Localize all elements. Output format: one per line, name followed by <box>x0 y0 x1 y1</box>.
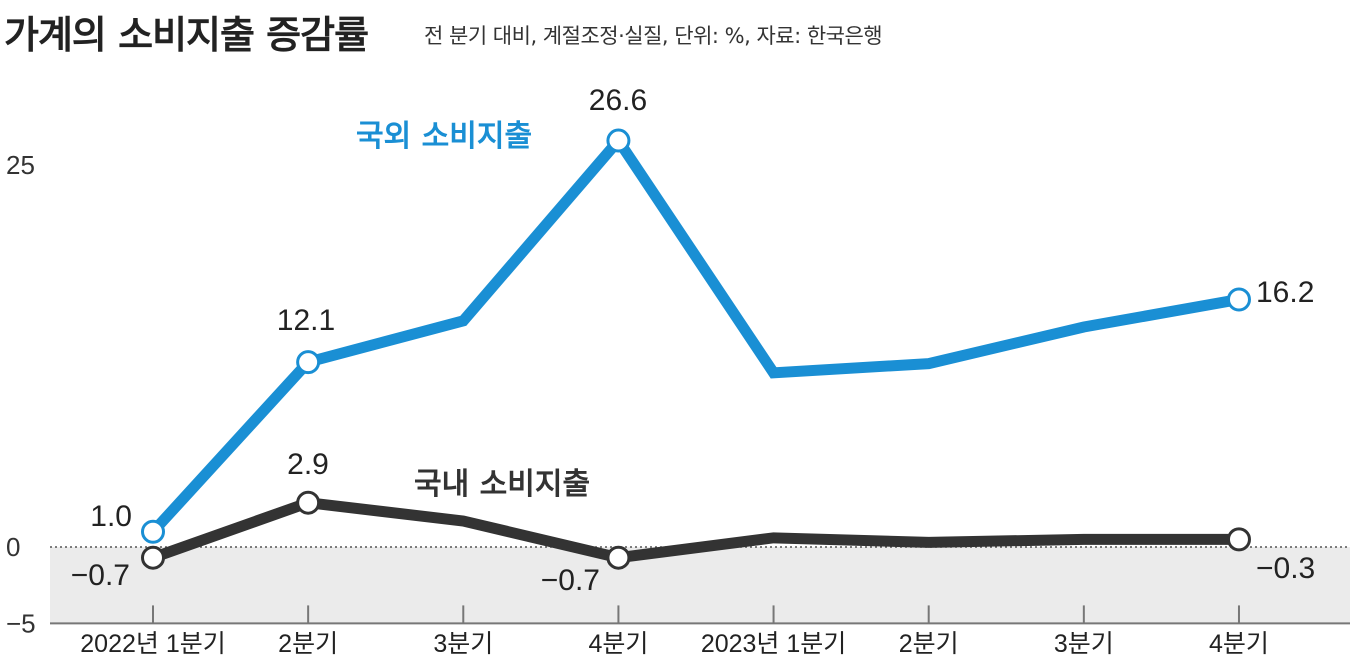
data-point-marker <box>606 128 631 153</box>
series-line-0 <box>148 131 1240 536</box>
data-labels: 1.0 12.1 26.6 16.2 −0.7 2.9 −0.7 −0.3 <box>71 84 1315 597</box>
chart-subtitle: 전 분기 대비, 계절조정·실질, 단위: %, 자료: 한국은행 <box>424 24 883 48</box>
x-tick-label: 4분기 <box>588 630 648 658</box>
data-point-marker <box>1226 527 1251 552</box>
x-tick-label: 2022년 1분기 <box>80 630 225 658</box>
data-point-marker <box>1226 287 1251 312</box>
data-label: 2.9 <box>287 448 329 481</box>
chart-title: 가계의 소비지출 증감률 <box>4 13 369 57</box>
data-label: −0.7 <box>71 559 130 592</box>
x-tick-label: 3분기 <box>433 630 493 658</box>
data-point-marker <box>296 350 321 375</box>
y-tick-label: 25 <box>6 150 35 180</box>
x-tick-label: 4분기 <box>1209 630 1269 658</box>
data-point-marker <box>141 519 165 544</box>
y-tick-label: −5 <box>6 608 36 638</box>
data-label: −0.3 <box>1256 552 1315 585</box>
data-label: 26.6 <box>589 84 647 117</box>
x-axis: 2022년 1분기 2분기 3분기 4분기 2023년 1분기 2분기 3분기 4분기 <box>50 605 1350 658</box>
x-tick-label: 3분기 <box>1054 630 1114 658</box>
data-label: 16.2 <box>1256 276 1314 309</box>
y-tick-label: 0 <box>6 532 20 562</box>
x-tick-label: 2분기 <box>278 630 338 658</box>
x-tick-label: 2023년 1분기 <box>701 630 846 658</box>
data-point-marker <box>296 490 321 515</box>
x-tick-label: 2분기 <box>899 630 959 658</box>
series-name-label: 국내 소비지출 <box>414 467 590 502</box>
data-point-marker <box>606 545 631 570</box>
series-lines <box>148 131 1240 564</box>
negative-region <box>50 547 1350 624</box>
series-name-label: 국외 소비지출 <box>356 119 532 154</box>
data-label: 1.0 <box>90 500 132 533</box>
series-line-1 <box>151 497 1239 564</box>
data-point-marker <box>141 545 165 570</box>
y-axis-ticks: 25 0 −5 <box>6 150 36 638</box>
series-markers <box>141 128 1251 570</box>
data-label: 12.1 <box>277 304 335 337</box>
negative-band <box>50 547 1350 624</box>
data-label: −0.7 <box>541 564 600 597</box>
